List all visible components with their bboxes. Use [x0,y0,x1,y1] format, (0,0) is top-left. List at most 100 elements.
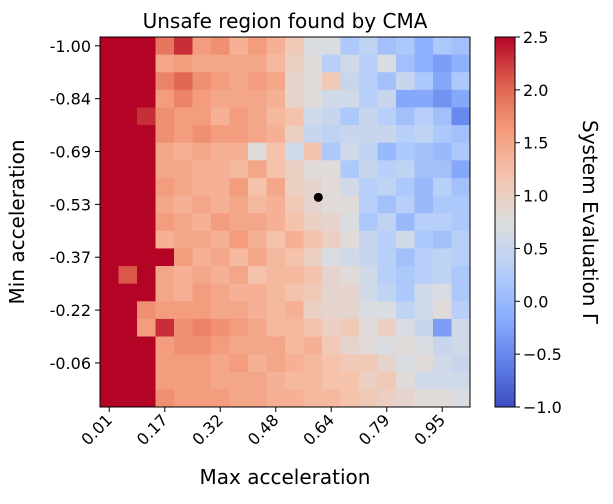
heatmap-cell [433,336,452,355]
heatmap-cell [118,213,138,232]
heatmap-cell [396,142,415,161]
heatmap-cell [266,177,286,196]
heatmap-cell [285,125,304,144]
heatmap-cell [266,142,286,161]
heatmap-cell [229,213,249,232]
heatmap-cell [396,371,415,390]
heatmap-cell [118,318,138,337]
heatmap-cell [211,301,230,320]
heatmap-cell [137,160,156,179]
colorbar-tick-label: 2.5 [523,28,548,47]
heatmap-cell [100,107,119,126]
heatmap-cell [248,336,267,355]
heatmap-cell [211,230,230,249]
heatmap-cell [174,371,193,390]
heatmap-cell [396,389,415,408]
heatmap-cell [396,248,415,267]
heatmap-cell [174,389,193,408]
heatmap-cell [248,89,267,108]
heatmap-cell [266,160,286,179]
heatmap-cell [303,283,323,302]
heatmap-cell [414,142,434,161]
heatmap-cell [229,160,249,179]
heatmap-cell [377,318,397,337]
heatmap-cell [377,371,397,390]
heatmap-cell [100,213,119,232]
heatmap-cells [100,37,471,408]
heatmap-cell [340,336,360,355]
heatmap-cell [433,54,452,73]
heatmap-cell [174,283,193,302]
heatmap-cell [155,89,175,108]
heatmap-cell [451,371,471,390]
heatmap-cell [155,160,175,179]
heatmap-cell [359,54,378,73]
heatmap-cell [100,142,119,161]
heatmap-cell [396,354,415,373]
heatmap-cell [118,54,138,73]
heatmap-cell [155,354,175,373]
colorbar-tick-label: 2.0 [523,81,548,100]
heatmap-cell [174,72,193,91]
heatmap-cell [414,354,434,373]
heatmap-cell [396,54,415,73]
heatmap-cell [340,230,360,249]
heatmap-cell [211,266,230,285]
heatmap-cell [377,107,397,126]
y-tick-label: -0.22 [50,301,91,320]
heatmap-cell [229,125,249,144]
heatmap-cell [229,142,249,161]
heatmap-cell [192,89,212,108]
heatmap-cell [451,336,471,355]
heatmap-cell [100,283,119,302]
heatmap-cell [118,142,138,161]
heatmap-cell [451,354,471,373]
heatmap-cell [414,160,434,179]
heatmap-cell [211,248,230,267]
heatmap-cell [100,371,119,390]
heatmap-cell [340,318,360,337]
heatmap-cell [211,107,230,126]
heatmap-cell [118,283,138,302]
heatmap-cell [433,142,452,161]
heatmap-cell [340,72,360,91]
optimum-marker [313,192,323,202]
heatmap-cell [303,371,323,390]
heatmap-cell [137,230,156,249]
heatmap-cell [155,318,175,337]
heatmap-cell [155,142,175,161]
heatmap-cell [377,266,397,285]
heatmap-cell [359,230,378,249]
heatmap-cell [340,160,360,179]
heatmap-cell [100,230,119,249]
heatmap-cell [322,389,341,408]
heatmap-cell [266,354,286,373]
heatmap-cell [340,195,360,214]
colorbar-tick-label: −0.5 [523,345,562,364]
heatmap-cell [451,125,471,144]
heatmap-cell [359,389,378,408]
heatmap-cell [192,248,212,267]
heatmap-cell [192,213,212,232]
heatmap-cell [433,160,452,179]
heatmap-cell [451,266,471,285]
heatmap-cell [322,195,341,214]
heatmap-cell [229,230,249,249]
heatmap-cell [174,107,193,126]
heatmap-cell [248,177,267,196]
heatmap-cell [433,301,452,320]
heatmap-cell [229,54,249,73]
heatmap-cell [100,301,119,320]
heatmap-cell [433,107,452,126]
heatmap-cell [266,283,286,302]
heatmap-cell [414,371,434,390]
heatmap-cell [118,336,138,355]
heatmap-cell [340,389,360,408]
heatmap-cell [155,301,175,320]
heatmap-cell [248,266,267,285]
heatmap-cell [285,266,304,285]
heatmap-cell [266,213,286,232]
heatmap-cell [248,142,267,161]
heatmap-cell [359,177,378,196]
